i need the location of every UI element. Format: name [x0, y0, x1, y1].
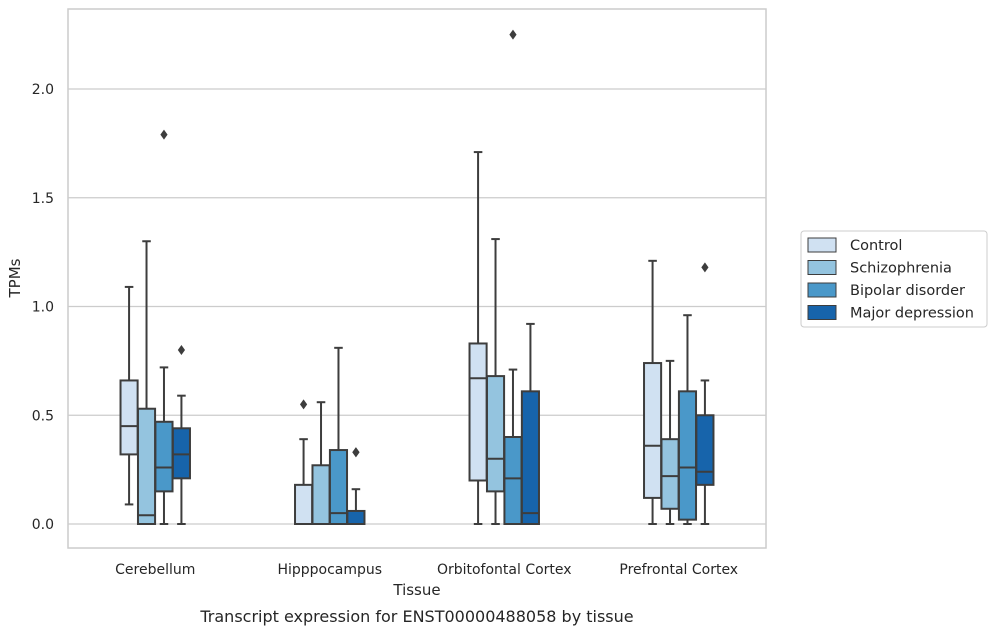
legend-entry: Control — [807, 237, 902, 254]
y-tick-label: 1.0 — [32, 300, 54, 316]
series-schizophrenia — [136, 238, 680, 526]
legend-entry: Bipolar disorder — [807, 282, 965, 299]
box — [660, 359, 680, 525]
box — [119, 285, 139, 506]
box-body — [346, 509, 366, 526]
legend: Control Schizophrenia Bipolar disorder Majo… — [800, 230, 988, 328]
box-body — [695, 414, 715, 486]
legend-label: Schizophrenia — [850, 261, 952, 277]
box — [294, 399, 314, 526]
series-control — [119, 151, 663, 526]
box — [520, 322, 540, 526]
y-tick-labels: 0.0 0.5 1.0 1.5 2.0 — [32, 82, 54, 533]
y-tick-label: 0.0 — [32, 517, 54, 533]
box — [154, 129, 174, 525]
box-body — [503, 436, 523, 525]
box-body — [677, 390, 698, 521]
x-tick-label: Prefrontal Cortex — [619, 562, 738, 578]
legend-swatch — [807, 260, 837, 275]
box-body — [136, 407, 157, 526]
legend-label: Bipolar disorder — [850, 283, 965, 299]
y-tick-label: 2.0 — [32, 82, 54, 98]
chart-caption: Transcript expression for ENST0000048805… — [199, 607, 633, 626]
x-tick-labels: Cerebellum Hipppocampus Orbitofontal Corte… — [115, 562, 738, 578]
x-tick-label: Orbitofontal Cortex — [437, 562, 572, 578]
legend-swatch — [807, 282, 837, 298]
legend-entry: Major depression — [807, 305, 974, 322]
x-axis-title: Tissue — [392, 581, 440, 599]
box-body — [328, 449, 349, 525]
y-axis-title: TPMs — [6, 258, 24, 298]
outlier-point — [177, 345, 186, 355]
box-series — [119, 29, 715, 526]
x-tick-label: Cerebellum — [115, 562, 195, 578]
legend-label: Major depression — [850, 306, 974, 322]
outlier-point — [299, 399, 308, 410]
box-body — [119, 379, 139, 456]
box — [503, 29, 523, 525]
series-bipolar-disorder — [154, 29, 698, 525]
legend-entry: Schizophrenia — [807, 260, 952, 277]
legend-label: Control — [850, 238, 902, 254]
outlier-point — [160, 129, 168, 140]
box-body — [154, 420, 174, 493]
box — [485, 238, 506, 525]
box — [695, 262, 715, 525]
box-body — [294, 483, 314, 526]
legend-swatch — [807, 305, 837, 320]
plot-frame — [67, 8, 767, 549]
box-body — [643, 362, 663, 499]
y-tick-label: 1.5 — [32, 191, 54, 207]
box — [171, 345, 191, 525]
x-tick-label: Hipppocampus — [277, 562, 382, 578]
box — [346, 447, 366, 526]
box — [468, 151, 488, 525]
box — [311, 401, 331, 525]
legend-swatch — [807, 237, 837, 253]
outlier-point — [352, 447, 360, 458]
outlier-point — [509, 29, 517, 40]
legend-frame — [800, 230, 988, 328]
box — [677, 314, 698, 525]
box — [136, 240, 157, 526]
box-body — [171, 427, 191, 480]
box-body — [311, 464, 331, 525]
box — [328, 346, 349, 525]
box-body — [520, 390, 540, 526]
box-body — [468, 342, 488, 482]
box — [643, 259, 663, 525]
y-tick-label: 0.5 — [32, 408, 54, 424]
series-major-depression — [171, 262, 715, 526]
box-body — [660, 438, 680, 510]
box-body — [485, 375, 506, 493]
outlier-point — [701, 262, 709, 273]
